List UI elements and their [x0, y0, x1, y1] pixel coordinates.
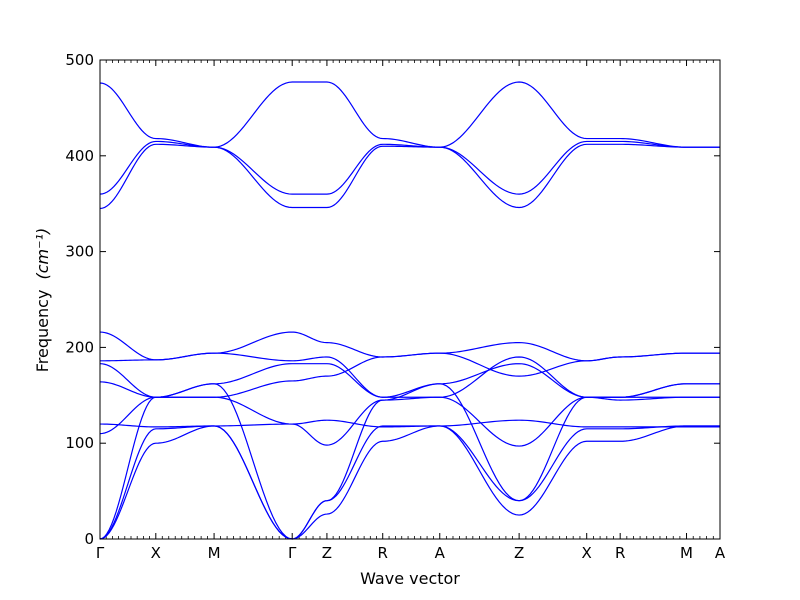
- x-tick-label: Γ: [96, 544, 105, 562]
- x-tick-label: Z: [514, 544, 524, 562]
- band-line-5: [99, 419, 720, 428]
- y-axis: 0 100 200 300 400 500: [65, 51, 720, 548]
- x-axis-label: Wave vector: [360, 569, 460, 588]
- band-lines: [99, 81, 720, 540]
- y-tick-label: 0: [84, 530, 94, 548]
- x-tick-label: M: [208, 544, 221, 562]
- band-line-2: [99, 425, 720, 540]
- band-line-1: [99, 425, 720, 540]
- x-tick-label: X: [151, 544, 161, 562]
- y-axis-label: Frequency (cm⁻¹): [33, 228, 52, 372]
- minor-ticks: [105, 60, 714, 539]
- x-tick-label: A: [435, 544, 446, 562]
- y-tick-label: 400: [65, 147, 94, 165]
- x-tick-label: A: [715, 544, 726, 562]
- y-tick-label: 500: [65, 51, 94, 69]
- plot-frame: [99, 59, 721, 540]
- y-tick-label: 300: [65, 243, 94, 261]
- band-line-3: [99, 383, 720, 540]
- band-line-10: [99, 143, 720, 210]
- y-tick-label: 100: [65, 434, 94, 452]
- x-tick-label: R: [615, 544, 625, 562]
- y-axis-label-unit: (cm⁻¹): [33, 228, 52, 280]
- x-tick-label: R: [378, 544, 388, 562]
- x-tick-label: X: [582, 544, 592, 562]
- band-line-7: [99, 363, 720, 398]
- y-axis-label-text: Frequency: [33, 290, 52, 373]
- band-line-11: [99, 140, 720, 195]
- x-tick-label: Z: [322, 544, 332, 562]
- x-tick-label: Γ: [288, 544, 297, 562]
- band-line-12: [99, 81, 720, 148]
- band-line-4: [99, 396, 720, 447]
- band-line-9: [99, 331, 720, 362]
- x-tick-label: M: [680, 544, 693, 562]
- y-tick-label: 200: [65, 338, 94, 356]
